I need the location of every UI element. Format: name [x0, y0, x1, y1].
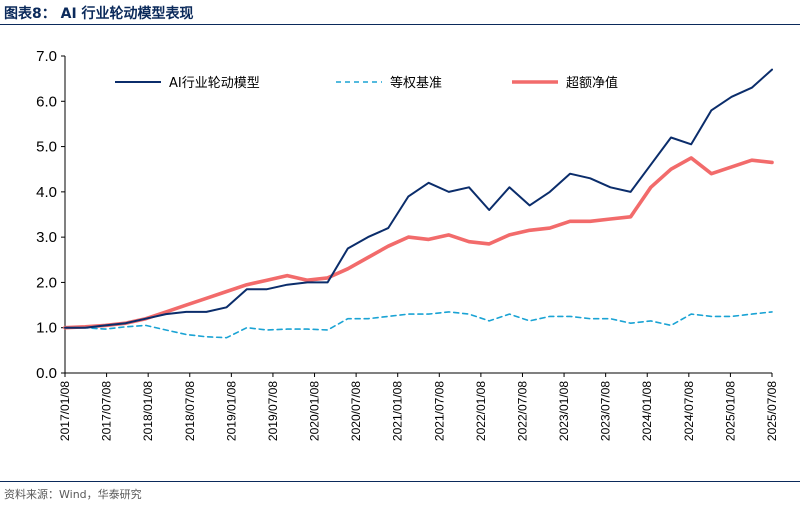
x-tick-label: 2024/01/08: [640, 381, 654, 441]
legend-label-0: AI行业轮动模型: [169, 76, 260, 91]
x-tick-label: 2020/07/08: [349, 381, 363, 441]
y-tick-label: 2.0: [36, 274, 57, 291]
y-axis: 0.0 1.0 2.0 3.0 4.0 5.0 6.0 7.0: [36, 48, 66, 382]
x-tick-label: 2025/01/08: [723, 381, 737, 441]
x-tick-label: 2019/07/08: [266, 381, 280, 441]
x-tick-label: 2017/01/08: [58, 381, 72, 441]
y-tick-label: 6.0: [36, 93, 57, 110]
line-chart: 0.01.02.03.04.05.06.07.0 2017/01/08 2017/…: [36, 48, 779, 441]
figure-title: 图表8： AI 行业轮动模型表现: [4, 6, 194, 22]
x-tick-label: 2023/01/08: [557, 381, 571, 441]
x-tick-label: 2020/01/08: [308, 381, 322, 441]
y-tick-label: 1.0: [36, 320, 57, 337]
x-tick-label: 2018/01/08: [141, 381, 155, 441]
x-tick-label: 2017/07/08: [100, 381, 114, 441]
x-tick-label: 2018/07/08: [183, 381, 197, 441]
series-line-2: [63, 156, 774, 330]
x-tick-label: 2023/07/08: [599, 381, 613, 441]
footer-rule: [0, 481, 800, 482]
legend-label-1: 等权基准: [390, 75, 442, 91]
source-note: 资料来源：Wind，华泰研究: [4, 488, 142, 501]
y-tick-label: 0.0: [36, 365, 57, 382]
y-tick-label: 7.0: [36, 48, 57, 65]
series-line-0: [64, 68, 773, 329]
x-tick-label: 2022/01/08: [474, 381, 488, 441]
y-tick-label: 4.0: [36, 184, 57, 201]
legend: AI行业轮动模型 等权基准 超额净值: [115, 75, 618, 91]
x-axis: 2017/01/08 2017/07/08 2018/01/08 2018/07/08…: [58, 372, 779, 441]
x-tick-label: 2022/07/08: [515, 381, 529, 441]
x-tick-label: 2024/07/08: [682, 381, 696, 441]
x-tick-label: 2021/01/08: [391, 381, 405, 441]
series-layer: [63, 68, 774, 339]
legend-label-2: 超额净值: [566, 75, 618, 91]
series-line-1: [64, 311, 773, 339]
x-tick-label: 2025/07/08: [765, 381, 779, 441]
x-tick-label: 2021/07/08: [432, 381, 446, 441]
x-tick-label: 2019/01/08: [224, 381, 238, 441]
title-rule: [0, 24, 800, 25]
y-tick-label: 3.0: [36, 229, 57, 246]
y-tick-label: 5.0: [36, 139, 57, 156]
